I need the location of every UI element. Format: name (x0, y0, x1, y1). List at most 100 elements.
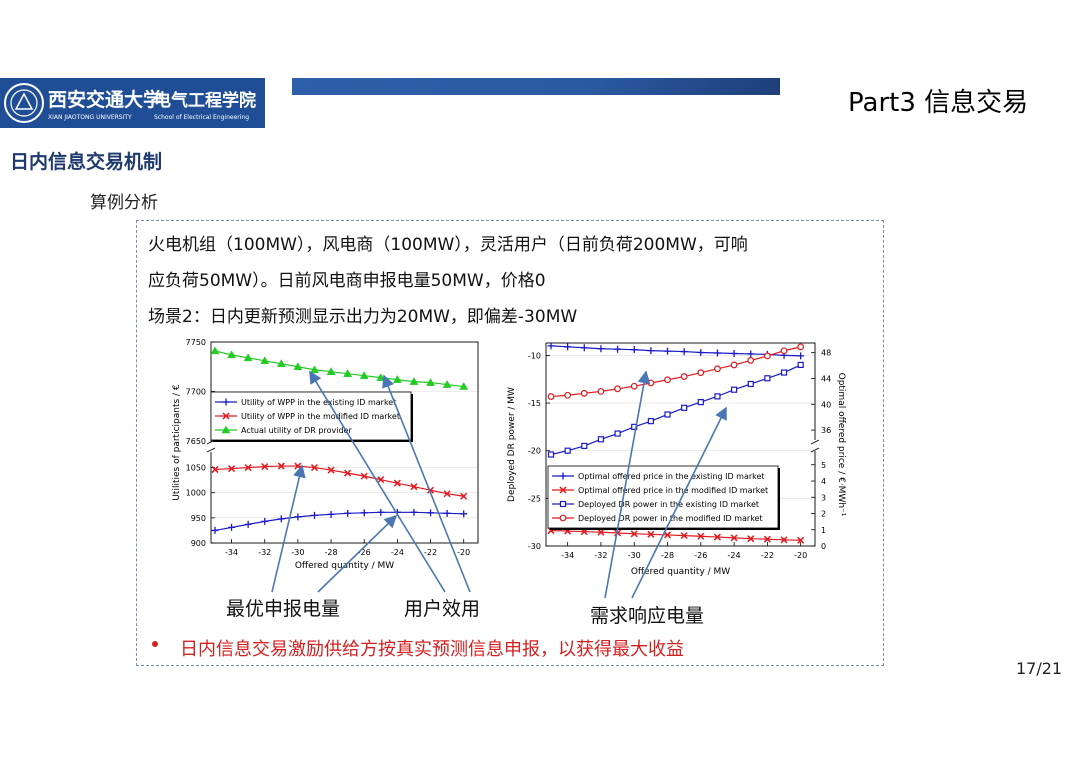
logo-name-cn: 西安交通大学 (48, 88, 162, 111)
legend-label: Deployed DR power in the existing ID mar… (578, 500, 759, 509)
series-line (550, 364, 801, 456)
legend-box (547, 465, 779, 529)
axis-break-left (207, 442, 215, 452)
data-point (797, 352, 805, 360)
legend-marker (222, 398, 230, 406)
data-point (580, 344, 588, 352)
data-point (360, 509, 368, 517)
data-point (310, 511, 318, 519)
x-tick-label: -26 (694, 551, 707, 560)
data-point (564, 343, 572, 351)
y2-tick-label: 40 (821, 400, 831, 409)
data-point (730, 386, 738, 393)
y-tick-label: 1000 (186, 489, 206, 498)
data-point (243, 353, 253, 362)
x-tick-label: -24 (728, 551, 741, 560)
y2-tick-label: 3 (821, 493, 826, 502)
data-point (277, 462, 285, 470)
data-point (294, 513, 302, 521)
legend-marker (559, 514, 567, 522)
data-point (614, 430, 621, 437)
conclusion-text: 日内信息交易激励供给方按真实预测信息申报，以获得最大收益 (180, 639, 684, 660)
data-point (597, 528, 605, 536)
legend-label: Actual utility of DR provider (241, 426, 352, 435)
arrow-optimal-bid-2 (317, 514, 398, 593)
data-point (377, 476, 385, 484)
x-tick-label: -22 (761, 551, 774, 560)
data-point (343, 369, 353, 377)
data-point (664, 411, 671, 418)
x-tick-label: -34 (561, 551, 574, 560)
data-point (630, 346, 638, 354)
data-point (547, 342, 555, 350)
data-point (410, 508, 418, 516)
data-point (730, 349, 738, 357)
data-point (244, 464, 252, 472)
x-tick-label: -32 (258, 548, 271, 557)
data-point (460, 492, 468, 500)
data-point (580, 389, 588, 397)
annotation-dr-power: 需求响应电量 (590, 605, 705, 627)
data-point (244, 520, 252, 528)
data-point (344, 509, 352, 517)
data-point (664, 347, 672, 355)
data-point (747, 357, 755, 364)
data-point (697, 369, 705, 377)
series-line (214, 465, 464, 497)
x-tick-label: -26 (358, 548, 371, 557)
data-point (714, 365, 721, 373)
dr-power-chart: -10 -15 -20 -25 -30 48 44 40 36 5 4 3 2 1 0 -34 -32 -30 -2… (507, 342, 846, 577)
x-tick-label: -20 (457, 548, 470, 557)
legend-marker (559, 486, 567, 494)
data-point (614, 385, 621, 393)
data-point (664, 376, 671, 384)
y2-tick-label: 2 (821, 510, 826, 519)
data-point (747, 350, 755, 358)
data-point (713, 349, 721, 357)
series-line (550, 529, 801, 541)
data-point (326, 367, 336, 375)
data-point (797, 361, 804, 369)
data-point (647, 347, 655, 355)
data-point (427, 509, 435, 517)
legend-marker (222, 412, 230, 420)
data-point (697, 349, 705, 357)
y2-tick-label: 48 (821, 349, 831, 358)
data-point (797, 536, 805, 544)
arrow-utility-2 (382, 374, 471, 593)
x-axis-label: Offered quantity / MW (631, 567, 730, 577)
y-tick-label: 7750 (186, 338, 206, 347)
section-title: 日内信息交易机制 (10, 151, 163, 173)
legend-label: Optimal offered price in the existing ID… (578, 472, 765, 481)
data-point (327, 466, 335, 474)
example-box (136, 220, 884, 666)
data-point (713, 533, 721, 541)
x-tick-label: -20 (794, 551, 807, 560)
y-tick-label: 7700 (186, 388, 206, 397)
data-point (443, 509, 451, 517)
data-point (680, 532, 688, 540)
x-tick-label: -34 (225, 548, 238, 557)
data-point (547, 393, 555, 400)
data-point (261, 517, 269, 525)
data-point (359, 371, 369, 379)
y2-tick-label: 44 (821, 374, 831, 383)
data-point (730, 534, 738, 542)
arrow-dr-power-2 (631, 406, 727, 599)
series-line (214, 350, 464, 388)
data-point (647, 379, 655, 387)
data-point (680, 348, 688, 356)
data-point (392, 375, 402, 383)
legend-label: Deployed DR power in the modified ID mar… (578, 514, 763, 523)
x-tick-label: -30 (291, 548, 304, 557)
data-point (597, 345, 605, 353)
data-point (680, 373, 688, 380)
data-point (211, 526, 219, 534)
y-tick-label: 900 (191, 539, 206, 548)
y-tick-label: 950 (191, 514, 206, 523)
annotation-arrows (271, 370, 727, 599)
data-point (697, 532, 705, 540)
data-point (276, 359, 286, 368)
data-point (228, 465, 236, 473)
data-point (581, 442, 588, 450)
